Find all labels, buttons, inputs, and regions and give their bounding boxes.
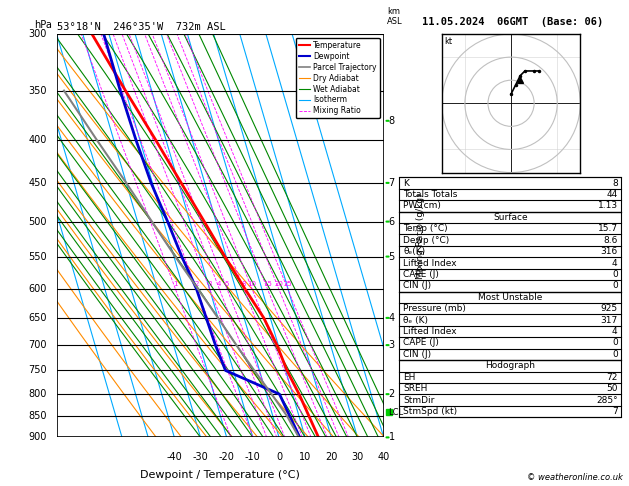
Text: © weatheronline.co.uk: © weatheronline.co.uk (527, 473, 623, 482)
Text: 850: 850 (28, 412, 47, 421)
Text: 5: 5 (389, 252, 395, 261)
Text: 20: 20 (274, 280, 283, 287)
Text: 15.7: 15.7 (598, 224, 618, 233)
Text: CAPE (J): CAPE (J) (403, 338, 439, 347)
Text: 500: 500 (28, 217, 47, 226)
Text: 550: 550 (28, 252, 47, 261)
Text: 316: 316 (601, 247, 618, 256)
Text: 450: 450 (28, 178, 47, 188)
Text: 4: 4 (217, 280, 221, 287)
Text: 8.6: 8.6 (603, 236, 618, 245)
Text: Mixing Ratio (g/kg): Mixing Ratio (g/kg) (416, 193, 425, 278)
Text: 700: 700 (28, 340, 47, 350)
Text: K: K (403, 178, 409, 188)
Text: km
ASL: km ASL (387, 6, 403, 26)
Text: 925: 925 (601, 304, 618, 313)
Text: 3: 3 (208, 280, 212, 287)
Text: 30: 30 (352, 451, 364, 462)
Text: 300: 300 (28, 29, 47, 39)
Text: 10: 10 (299, 451, 311, 462)
Text: 7: 7 (612, 407, 618, 416)
Text: 53°18'N  246°35'W  732m ASL: 53°18'N 246°35'W 732m ASL (57, 22, 225, 32)
Text: 6: 6 (389, 217, 395, 226)
Text: 10: 10 (247, 280, 257, 287)
Text: 4: 4 (389, 313, 395, 323)
Text: 0: 0 (276, 451, 282, 462)
Text: PW (cm): PW (cm) (403, 201, 441, 210)
Text: -20: -20 (219, 451, 235, 462)
Text: kt: kt (445, 37, 453, 46)
Text: 72: 72 (606, 373, 618, 382)
Text: Pressure (mb): Pressure (mb) (403, 304, 466, 313)
Text: EH: EH (403, 373, 416, 382)
Text: 25: 25 (283, 280, 292, 287)
Text: CIN (J): CIN (J) (403, 281, 431, 291)
Text: -40: -40 (167, 451, 182, 462)
Text: 5: 5 (225, 280, 229, 287)
Text: StmDir: StmDir (403, 396, 435, 405)
Text: Hodograph: Hodograph (486, 361, 535, 370)
Text: -30: -30 (192, 451, 208, 462)
Text: CAPE (J): CAPE (J) (403, 270, 439, 279)
Text: 0: 0 (612, 281, 618, 291)
Text: 8: 8 (612, 178, 618, 188)
Text: 0: 0 (612, 338, 618, 347)
Text: Most Unstable: Most Unstable (478, 293, 543, 302)
Text: θₑ(K): θₑ(K) (403, 247, 425, 256)
Text: Temp (°C): Temp (°C) (403, 224, 448, 233)
Text: LCL: LCL (389, 408, 404, 417)
Text: 900: 900 (28, 433, 47, 442)
Text: 285°: 285° (596, 396, 618, 405)
Text: -10: -10 (245, 451, 261, 462)
Text: hPa: hPa (34, 20, 52, 30)
Text: Lifted Index: Lifted Index (403, 327, 457, 336)
Text: 15: 15 (263, 280, 272, 287)
Text: Dewpoint / Temperature (°C): Dewpoint / Temperature (°C) (140, 469, 300, 480)
Text: 3: 3 (389, 340, 395, 350)
Text: SREH: SREH (403, 384, 428, 393)
Text: Surface: Surface (493, 213, 528, 222)
Text: 4: 4 (612, 259, 618, 268)
Text: 8: 8 (389, 116, 395, 126)
Text: 1: 1 (389, 433, 395, 442)
Text: 8: 8 (242, 280, 246, 287)
Text: 7: 7 (389, 178, 395, 188)
Text: 50: 50 (606, 384, 618, 393)
Text: 1: 1 (173, 280, 177, 287)
Text: 4: 4 (612, 327, 618, 336)
Text: Dewp (°C): Dewp (°C) (403, 236, 450, 245)
Text: 0: 0 (612, 350, 618, 359)
Text: 2: 2 (389, 389, 395, 399)
Text: 750: 750 (28, 365, 47, 376)
Text: 650: 650 (28, 313, 47, 323)
Text: CIN (J): CIN (J) (403, 350, 431, 359)
Text: 11.05.2024  06GMT  (Base: 06): 11.05.2024 06GMT (Base: 06) (422, 17, 603, 27)
Text: Lifted Index: Lifted Index (403, 259, 457, 268)
Text: Totals Totals: Totals Totals (403, 190, 457, 199)
Text: 20: 20 (325, 451, 338, 462)
Text: 1.13: 1.13 (598, 201, 618, 210)
Text: 0: 0 (612, 270, 618, 279)
Text: 44: 44 (606, 190, 618, 199)
Text: 400: 400 (28, 135, 47, 145)
Text: 800: 800 (28, 389, 47, 399)
Text: 317: 317 (601, 315, 618, 325)
Legend: Temperature, Dewpoint, Parcel Trajectory, Dry Adiabat, Wet Adiabat, Isotherm, Mi: Temperature, Dewpoint, Parcel Trajectory… (296, 38, 380, 119)
Text: 40: 40 (377, 451, 390, 462)
Text: θₑ (K): θₑ (K) (403, 315, 428, 325)
Text: 2: 2 (194, 280, 199, 287)
Text: 600: 600 (28, 283, 47, 294)
Text: 350: 350 (28, 86, 47, 96)
Text: StmSpd (kt): StmSpd (kt) (403, 407, 457, 416)
